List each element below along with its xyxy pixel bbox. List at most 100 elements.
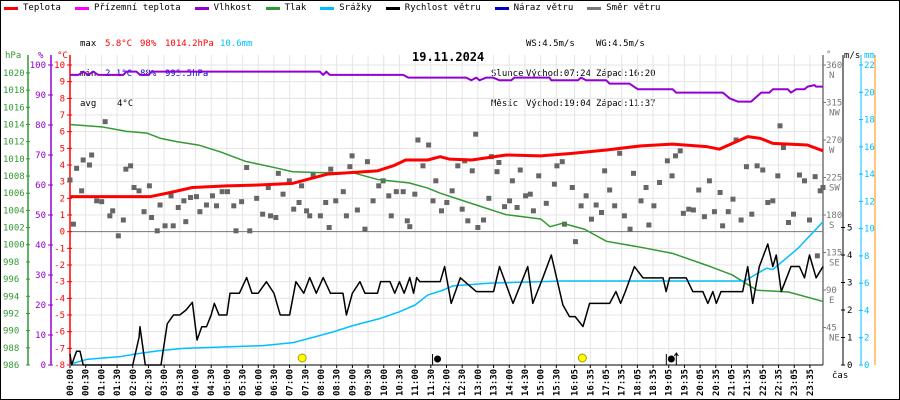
moonset-marker [434, 355, 442, 363]
wind-direction-point [333, 198, 339, 204]
wind-direction-point [175, 205, 181, 210]
wind-direction-point [607, 187, 613, 193]
temperature-tick-label: 7 [60, 111, 65, 121]
wind-direction-point [70, 221, 76, 227]
wind-direction-point [291, 206, 297, 212]
temperature-tick-label: -8 [54, 361, 65, 371]
humidity-tick-label: 0 [41, 361, 46, 371]
legend-swatch [4, 6, 18, 10]
rain-tick-label: 20 [864, 88, 875, 98]
legend-item: Srážky [320, 3, 372, 13]
wind-direction-point [686, 206, 692, 212]
humidity-tick-label: 20 [35, 301, 46, 311]
wind-direction-point [817, 188, 823, 194]
temperature-tick-label: -3 [54, 278, 65, 288]
wind-direction-point [569, 185, 575, 190]
temperature-tick-label: -1 [54, 244, 65, 254]
wind-direction-point [286, 178, 292, 184]
wind-direction-point [502, 204, 508, 210]
temperature-tick-label: 9 [60, 78, 65, 88]
wind-direction-point [690, 207, 696, 213]
wind-direction-point [598, 210, 604, 215]
x-tick-label: 08:30 [333, 369, 343, 396]
temperature-tick-label: -7 [54, 344, 65, 354]
wind-direction-point [307, 213, 313, 219]
humidity-tick-label: 30 [35, 271, 46, 281]
x-tick-label: 04:30 [207, 369, 217, 396]
wind-direction-point [79, 188, 85, 194]
humidity-tick-label: 80 [35, 121, 46, 131]
wind-direction-point [696, 187, 702, 193]
wind-speed-line [69, 243, 824, 366]
wind-direction-point [404, 218, 410, 224]
x-tick-label: 07:00 [286, 369, 296, 396]
pressure-tick-label: 1012 [3, 138, 25, 148]
wind-direction-point [99, 199, 105, 205]
wind-direction-point [181, 198, 187, 204]
wind-direction-point [593, 202, 599, 208]
x-tick-label: 13:30 [490, 369, 500, 396]
rain-tick-label: 4 [864, 306, 869, 316]
wind-direction-point [630, 170, 636, 176]
direction-tick-label: 225 [826, 174, 842, 184]
wind-direction-point [219, 189, 225, 195]
pressure-tick-label: 1020 [3, 69, 25, 79]
direction-tick-label: 135 [826, 249, 842, 259]
wind-direction-point [559, 159, 565, 165]
wind-direction-point [780, 145, 786, 150]
pressure-line [69, 123, 824, 303]
wind-direction-point [354, 207, 360, 213]
wind-direction-point [170, 223, 176, 229]
wind-direction-point [820, 185, 826, 190]
x-tick-label: 10:00 [380, 369, 390, 396]
compass-label: W [829, 146, 835, 156]
legend-label: Náraz větru [513, 3, 574, 13]
x-tick-label: 01:30 [113, 369, 123, 396]
moon-label: Měsíc [491, 99, 519, 109]
wind-direction-point [407, 224, 413, 230]
x-tick-label: 11:00 [411, 369, 421, 396]
compass-label: NW [829, 109, 840, 119]
wind-direction-point [438, 208, 444, 214]
wind-direction-point [664, 158, 670, 164]
wind-direction-point [247, 228, 253, 234]
wind-direction-point [760, 167, 766, 173]
wind-direction-point [733, 137, 739, 143]
x-tick-label: 05:00 [223, 369, 233, 396]
legend-label: Vlhkost [213, 3, 252, 13]
humidity-unit: % [38, 51, 44, 61]
x-tick-label: 21:05 [727, 369, 737, 396]
wind-direction-point [347, 164, 353, 170]
wind-direction-point [444, 200, 450, 205]
wind-direction-point [349, 153, 355, 159]
x-tick-label: 14:30 [521, 369, 531, 396]
wind-direction-point [617, 150, 623, 156]
sun-set: Západ:16:20 [596, 69, 656, 79]
x-tick-label: 03:30 [176, 369, 186, 396]
wind-direction-point [738, 217, 744, 223]
wind-direction-point [310, 172, 316, 178]
temperature-tick-label: 3 [60, 178, 65, 188]
moon-rise: Východ:19:04 [526, 99, 592, 109]
astro-set: WG:4.5m/s Západ:16:20 Západ:11:37 [596, 19, 656, 119]
wind-direction-point [275, 170, 281, 176]
wind-direction-point [754, 163, 760, 169]
sun-label: Slunce [491, 69, 524, 79]
temperature-tick-label: 0 [60, 228, 65, 238]
x-tick-label: 13:00 [474, 369, 484, 396]
compass-label: S [829, 221, 834, 231]
wind-direction-point [370, 198, 376, 204]
wind-direction-point [110, 208, 116, 214]
wind-tick-label: 1 [847, 334, 852, 344]
wind-tick-label: 4 [847, 251, 852, 261]
pressure-tick-label: 992 [3, 309, 19, 319]
x-tick-label: 02:00 [129, 369, 139, 396]
wind-direction-point [141, 209, 147, 215]
wind-speed-value: WS:4.5m/s [526, 39, 575, 49]
legend-swatch [587, 6, 602, 10]
wind-direction-point [265, 185, 271, 190]
wind-direction-point [459, 206, 465, 212]
x-tick-label: 14:00 [505, 369, 515, 396]
x-axis-label: čas [832, 370, 848, 381]
